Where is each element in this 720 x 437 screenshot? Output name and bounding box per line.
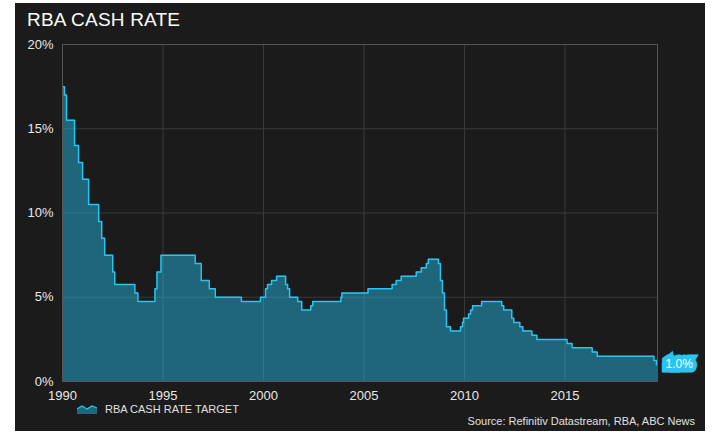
svg-text:2015: 2015 bbox=[551, 388, 580, 403]
html-text:RBA CASH RATE: RBA CASH RATE bbox=[27, 9, 181, 30]
svg-text:2005: 2005 bbox=[350, 388, 379, 403]
svg-text:15%: 15% bbox=[27, 121, 53, 136]
svg-text:10%: 10% bbox=[27, 205, 53, 220]
svg-text:1995: 1995 bbox=[149, 388, 178, 403]
svg-text:5%: 5% bbox=[35, 289, 54, 304]
svg-text:2010: 2010 bbox=[450, 388, 479, 403]
svg-text:20%: 20% bbox=[27, 37, 53, 52]
html-text:RBA CASH RATE TARGET: RBA CASH RATE TARGET bbox=[105, 403, 239, 415]
html-text:Source: Refinitiv Datastream,: Source: Refinitiv Datastream, RBA, ABC N… bbox=[467, 415, 695, 427]
svg-text:1.0%: 1.0% bbox=[666, 357, 694, 371]
svg-text:2000: 2000 bbox=[249, 388, 278, 403]
svg-text:0%: 0% bbox=[35, 374, 54, 389]
svg-text:1990: 1990 bbox=[48, 388, 77, 403]
